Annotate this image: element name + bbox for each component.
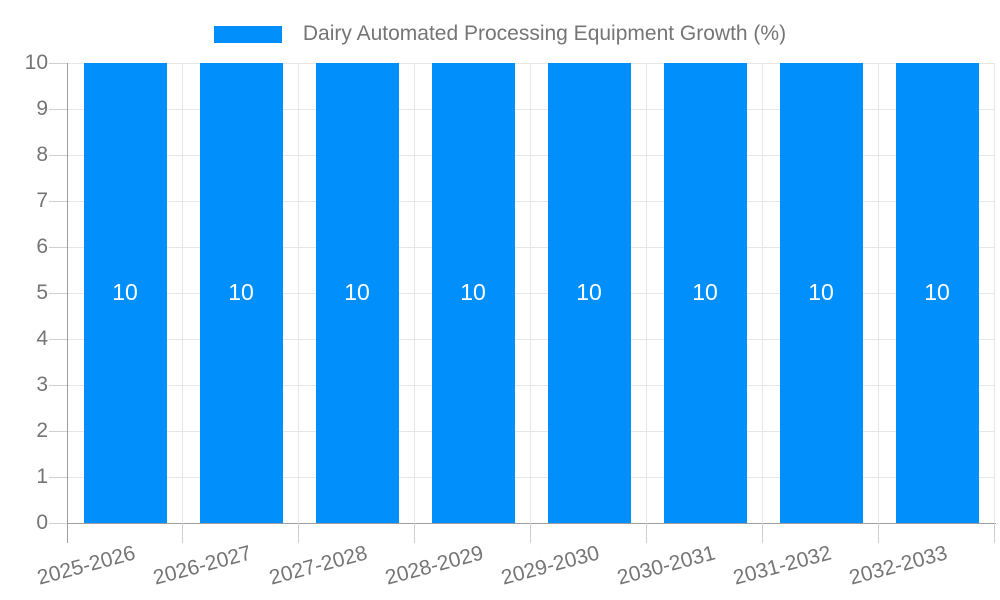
y-axis-line <box>67 63 68 543</box>
y-tick <box>49 63 67 64</box>
v-gridline <box>762 63 763 523</box>
y-axis-label: 7 <box>36 189 48 212</box>
y-tick <box>49 477 67 478</box>
y-tick <box>49 385 67 386</box>
x-tick <box>646 523 647 543</box>
y-axis-label: 8 <box>36 143 48 166</box>
h-gridline <box>67 201 995 202</box>
y-axis-label: 5 <box>36 281 48 304</box>
x-tick <box>994 523 995 543</box>
h-gridline <box>67 477 995 478</box>
bar[interactable]: 10 <box>779 63 863 523</box>
x-tick <box>298 523 299 543</box>
v-gridline <box>182 63 183 523</box>
x-tick <box>414 523 415 543</box>
bar-value-label: 10 <box>460 279 486 305</box>
bar-value-label: 10 <box>344 279 370 305</box>
h-gridline <box>67 155 995 156</box>
y-axis-label: 6 <box>36 235 48 258</box>
bar-value-label: 10 <box>228 279 254 305</box>
bar[interactable]: 10 <box>199 63 283 523</box>
v-gridline <box>878 63 879 523</box>
y-tick <box>49 293 67 294</box>
y-axis-label: 4 <box>36 327 48 350</box>
x-tick <box>878 523 879 543</box>
legend-swatch <box>213 25 282 43</box>
h-gridline <box>67 63 995 64</box>
y-axis-label: 0 <box>36 511 48 534</box>
x-axis-line <box>67 523 996 524</box>
y-tick <box>49 247 67 248</box>
bar[interactable]: 10 <box>431 63 515 523</box>
plot-area: 10 10 10 10 10 10 10 10 <box>67 63 995 523</box>
x-tick <box>762 523 763 543</box>
h-gridline <box>67 293 995 294</box>
v-gridline <box>414 63 415 523</box>
h-gridline <box>67 339 995 340</box>
bar[interactable]: 10 <box>315 63 399 523</box>
y-tick <box>49 109 67 110</box>
bar[interactable]: 10 <box>547 63 631 523</box>
bar-value-label: 10 <box>576 279 602 305</box>
h-gridline <box>67 431 995 432</box>
v-gridline <box>298 63 299 523</box>
v-gridline <box>530 63 531 523</box>
y-axis-label: 1 <box>36 465 48 488</box>
h-gridline <box>67 109 995 110</box>
v-gridline <box>994 63 995 523</box>
y-tick <box>49 339 67 340</box>
bar-value-label: 10 <box>112 279 138 305</box>
y-axis-label: 10 <box>24 51 48 74</box>
bar-value-label: 10 <box>808 279 834 305</box>
bar[interactable]: 10 <box>83 63 167 523</box>
y-axis-label: 9 <box>36 97 48 120</box>
h-gridline <box>67 385 995 386</box>
x-tick <box>530 523 531 543</box>
y-axis-label: 3 <box>36 373 48 396</box>
bar[interactable]: 10 <box>895 63 979 523</box>
y-axis-label: 2 <box>36 419 48 442</box>
v-gridline <box>646 63 647 523</box>
bar-value-label: 10 <box>692 279 718 305</box>
bar[interactable]: 10 <box>663 63 747 523</box>
y-tick <box>49 201 67 202</box>
y-tick <box>49 431 67 432</box>
y-tick <box>49 523 67 524</box>
h-gridline <box>67 247 995 248</box>
legend[interactable]: Dairy Automated Processing Equipment Gro… <box>0 20 1000 48</box>
y-tick <box>49 155 67 156</box>
legend-label: Dairy Automated Processing Equipment Gro… <box>302 22 787 45</box>
bar-value-label: 10 <box>924 279 950 305</box>
x-tick <box>182 523 183 543</box>
